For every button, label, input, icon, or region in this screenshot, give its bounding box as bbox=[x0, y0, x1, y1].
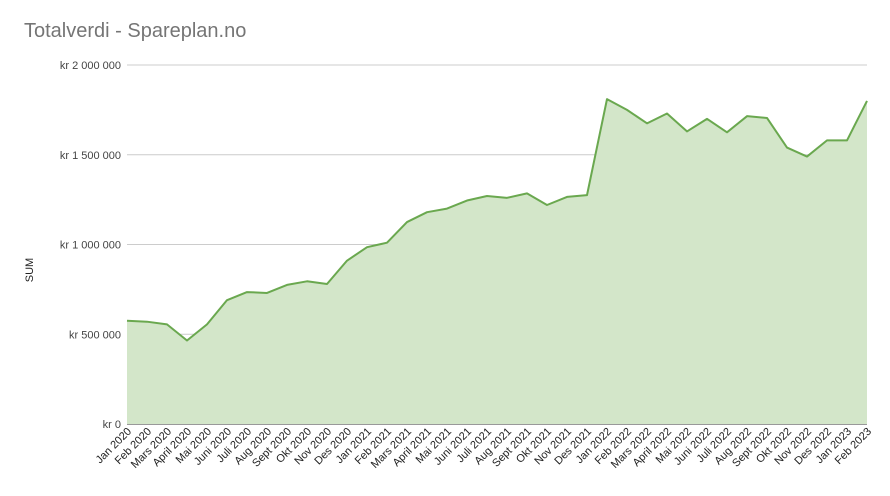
data-point bbox=[646, 122, 648, 124]
y-tick-label: kr 1 000 000 bbox=[60, 240, 121, 252]
data-point bbox=[806, 156, 808, 158]
data-point bbox=[846, 139, 848, 141]
data-point bbox=[126, 320, 128, 322]
plot-area bbox=[126, 98, 868, 425]
data-point bbox=[146, 321, 148, 323]
data-point bbox=[186, 340, 188, 342]
data-point bbox=[206, 323, 208, 325]
data-point bbox=[266, 292, 268, 294]
data-point bbox=[866, 100, 868, 102]
data-point bbox=[366, 246, 368, 248]
data-point bbox=[526, 192, 528, 194]
data-point bbox=[326, 283, 328, 285]
y-axis-ticks: kr 0 kr 500 000 kr 1 000 000 kr 1 500 000 kr… bbox=[60, 60, 121, 431]
y-tick-label: kr 2 000 000 bbox=[60, 60, 121, 72]
data-point bbox=[686, 130, 688, 132]
data-point bbox=[426, 211, 428, 213]
series-area-fill bbox=[127, 99, 867, 425]
data-point bbox=[626, 109, 628, 111]
data-point bbox=[286, 284, 288, 286]
data-point bbox=[566, 196, 568, 198]
data-point bbox=[346, 260, 348, 262]
chart-title: Totalverdi - Spareplan.no bbox=[24, 20, 247, 42]
data-point bbox=[726, 131, 728, 133]
data-point bbox=[306, 280, 308, 282]
y-axis-label: SUM bbox=[24, 258, 36, 282]
data-point bbox=[466, 200, 468, 202]
data-point bbox=[606, 98, 608, 100]
y-tick-label: kr 500 000 bbox=[69, 329, 121, 341]
data-point bbox=[446, 208, 448, 210]
data-point bbox=[706, 118, 708, 120]
data-point bbox=[546, 204, 548, 206]
series-line bbox=[126, 98, 868, 342]
data-point bbox=[246, 291, 248, 293]
y-tick-label: kr 0 bbox=[103, 419, 121, 431]
data-point bbox=[826, 139, 828, 141]
data-point bbox=[166, 323, 168, 325]
data-point bbox=[666, 112, 668, 114]
data-point bbox=[506, 197, 508, 199]
data-point bbox=[386, 242, 388, 244]
data-point bbox=[226, 299, 228, 301]
data-point bbox=[486, 195, 488, 197]
data-point bbox=[746, 115, 748, 117]
data-point bbox=[586, 194, 588, 196]
data-point bbox=[406, 221, 408, 223]
data-point bbox=[786, 147, 788, 149]
data-point bbox=[766, 117, 768, 119]
y-tick-label: kr 1 500 000 bbox=[60, 150, 121, 162]
